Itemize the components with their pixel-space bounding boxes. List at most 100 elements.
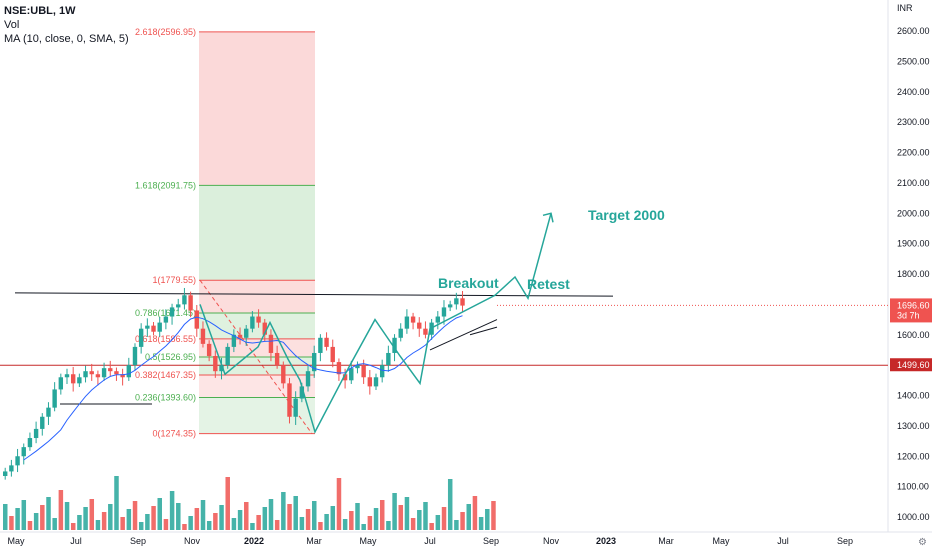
candle-body: [194, 310, 199, 329]
volume-bar: [379, 500, 385, 530]
volume-bar: [58, 490, 64, 530]
volume-bar: [151, 506, 156, 530]
volume-bar: [108, 504, 113, 530]
x-tick-label: Jul: [777, 536, 789, 546]
volume-bar: [367, 516, 373, 530]
x-tick-label: Sep: [483, 536, 499, 546]
volume-bar: [237, 510, 243, 530]
candle-body: [151, 325, 156, 332]
y-tick-label: 2300.00: [897, 117, 930, 127]
candle-body: [126, 365, 131, 378]
candle-body: [114, 371, 119, 375]
volume-bar: [169, 491, 175, 530]
fib-zone-extension: [199, 185, 315, 281]
volume-bar: [256, 515, 261, 530]
volume-bar: [318, 522, 323, 530]
x-tick-label: Jul: [424, 536, 436, 546]
fib-zone-1-0786: [199, 280, 315, 314]
volume-bar: [355, 503, 360, 530]
volume-bar: [101, 512, 107, 530]
current-price-value: 1696.60: [897, 300, 930, 310]
x-tick-label: Nov: [184, 536, 201, 546]
wedge-line: [469, 326, 498, 336]
volume-bar: [176, 503, 181, 530]
volume-bar: [268, 499, 274, 530]
fib-level-label: 0.618(1586.55): [135, 334, 196, 344]
y-tick-label: 2200.00: [897, 148, 930, 158]
candle-body: [274, 352, 280, 366]
volume-bar: [64, 502, 70, 530]
y-tick-label: 1600.00: [897, 330, 930, 340]
candle-body: [200, 328, 206, 344]
fib-level-label: 2.618(2596.95): [135, 27, 196, 37]
volume-bar: [200, 500, 206, 530]
fib-level-label: 0.236(1393.60): [135, 392, 196, 402]
candle-body: [182, 295, 187, 305]
volume-bar: [429, 523, 434, 530]
volume-bar: [182, 524, 187, 530]
candle-body: [305, 371, 311, 387]
volume-bar: [392, 493, 397, 530]
target-arrowhead: [542, 212, 554, 223]
current-price-badge: [890, 298, 932, 323]
volume-bar: [398, 505, 404, 530]
candle-body: [355, 365, 360, 369]
candle-body: [293, 398, 298, 417]
candle-body: [330, 346, 335, 363]
candle-body: [163, 316, 169, 323]
candle-body: [188, 295, 193, 311]
volume-indicator-label[interactable]: Vol: [4, 19, 20, 31]
candle-body: [157, 322, 162, 332]
fib-level-label: 1.618(2091.75): [135, 180, 196, 190]
volume-bar: [15, 508, 20, 530]
volume-bar: [27, 521, 33, 530]
y-tick-label: 1300.00: [897, 421, 930, 431]
fib-zone-0382-0236: [199, 375, 315, 398]
candle-body: [441, 307, 447, 317]
volume-bar: [435, 515, 441, 530]
candle-body: [398, 328, 403, 338]
bar-countdown: 3d 7h: [897, 310, 920, 320]
symbol-label[interactable]: NSE:UBL, 1W: [4, 5, 76, 17]
volume-bar: [330, 506, 336, 530]
volume-bar: [299, 517, 305, 530]
x-tick-label: Nov: [543, 536, 560, 546]
volume-bar: [312, 501, 317, 530]
volume-bar: [145, 514, 150, 530]
volume-bar: [70, 523, 76, 530]
volume-bar: [287, 504, 292, 530]
volume-bar: [423, 502, 428, 530]
volume-bar: [361, 524, 366, 530]
candle-body: [367, 377, 373, 387]
candle-body: [435, 316, 440, 323]
candle-body: [120, 374, 125, 378]
volume-bar: [386, 521, 391, 530]
candle-body: [342, 374, 348, 381]
candle-body: [237, 334, 243, 338]
volume-bar: [244, 502, 249, 530]
candle-body: [256, 316, 261, 323]
candle-body: [417, 322, 422, 329]
x-tick-label: Mar: [658, 536, 674, 546]
x-tick-label: May: [7, 536, 25, 546]
candle-body: [169, 307, 175, 317]
candle-body: [379, 365, 385, 378]
candle-body: [213, 356, 218, 372]
candle-body: [145, 325, 150, 329]
candle-body: [9, 465, 14, 472]
x-tick-label: 2022: [244, 536, 264, 546]
volume-bar: [213, 513, 218, 530]
x-tick-label: May: [359, 536, 377, 546]
moving-average-label[interactable]: MA (10, close, 0, SMA, 5): [4, 33, 129, 45]
volume-bar: [21, 500, 27, 530]
volume-bar: [3, 504, 8, 530]
volume-bar: [157, 498, 162, 530]
y-tick-label: 2400.00: [897, 87, 930, 97]
y-tick-label: 1400.00: [897, 391, 930, 401]
candle-body: [219, 365, 224, 372]
candle-body: [33, 428, 39, 439]
candle-body: [46, 407, 51, 417]
candle-body: [27, 438, 33, 448]
currency-label: INR: [897, 3, 913, 13]
